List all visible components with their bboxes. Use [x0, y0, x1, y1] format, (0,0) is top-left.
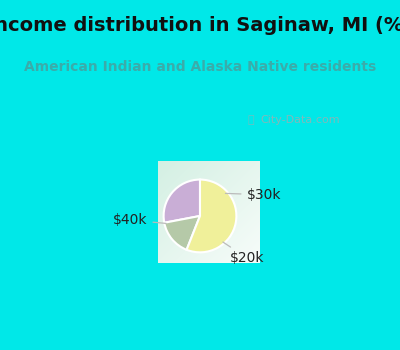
Wedge shape: [164, 180, 200, 223]
Text: City-Data.com: City-Data.com: [261, 115, 340, 125]
Wedge shape: [187, 180, 236, 252]
Text: Income distribution in Saginaw, MI (%): Income distribution in Saginaw, MI (%): [0, 16, 400, 35]
Text: $30k: $30k: [226, 188, 281, 202]
Text: American Indian and Alaska Native residents: American Indian and Alaska Native reside…: [24, 60, 376, 74]
Text: ⓘ: ⓘ: [247, 115, 254, 125]
Text: $20k: $20k: [223, 242, 265, 265]
Text: $40k: $40k: [113, 213, 166, 227]
Wedge shape: [164, 216, 200, 250]
